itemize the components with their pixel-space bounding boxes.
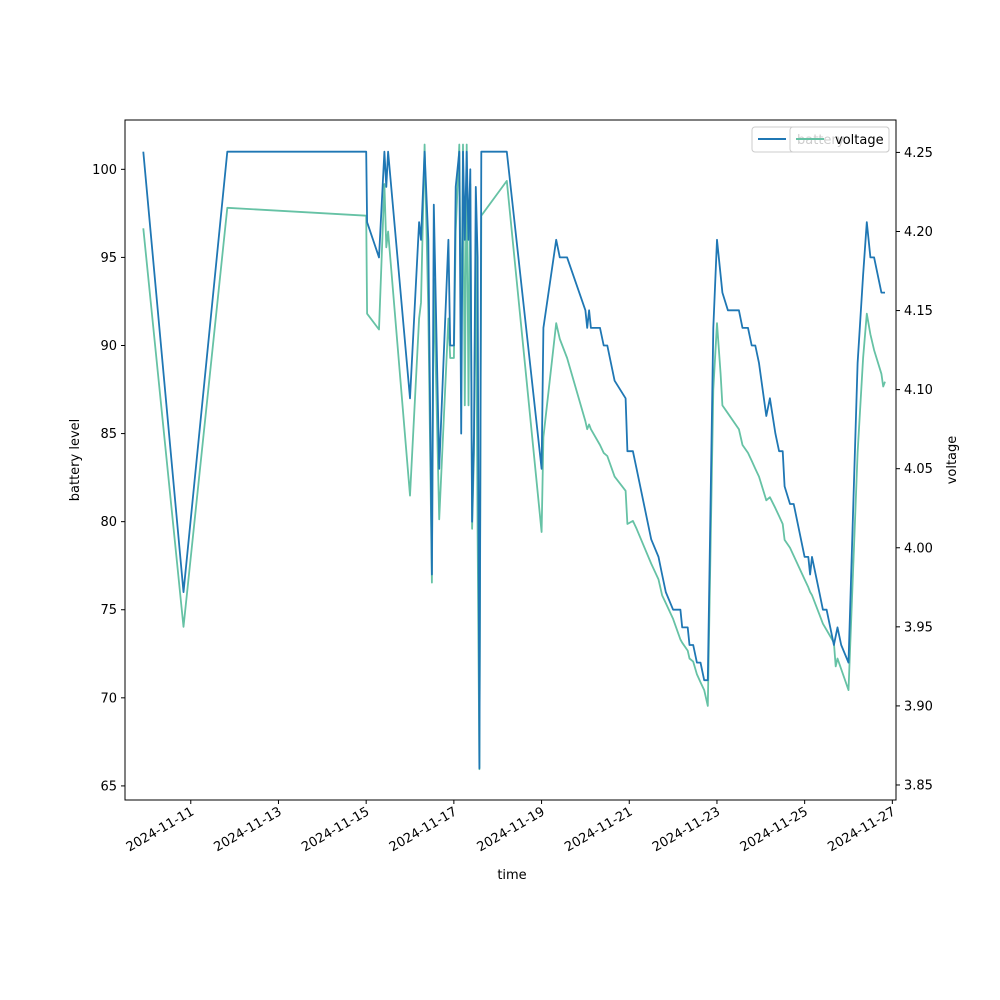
right-y-tick-label: 4.20: [904, 225, 933, 240]
plot-frame: [124, 119, 897, 801]
x-axis-label: time: [497, 868, 526, 883]
right-y-tick-label: 4.15: [904, 304, 933, 319]
left-y-tick-label: 95: [100, 251, 117, 266]
right-y-tick-label: 4.05: [904, 462, 933, 477]
left-y-tick-label: 80: [100, 515, 117, 530]
legend-voltage-label: voltage: [835, 133, 884, 148]
right-y-tick-label: 4.10: [904, 383, 933, 398]
right-y-tick-label: 3.85: [904, 778, 933, 793]
right-y-axis-label: voltage: [945, 436, 960, 485]
left-y-tick-label: 65: [100, 779, 117, 794]
left-y-axis: 65 70 75 80 85 90 95 100: [92, 163, 125, 794]
legend-right-box: [789, 126, 890, 153]
right-y-tick-label: 4.25: [904, 146, 933, 161]
left-y-tick-label: 70: [100, 691, 117, 706]
right-y-tick-label: 3.95: [904, 620, 933, 635]
left-y-tick-label: 100: [92, 163, 117, 178]
left-y-tick-label: 75: [100, 603, 117, 618]
right-y-tick-label: 3.90: [904, 699, 933, 714]
legend-right: voltage: [789, 126, 890, 153]
right-y-axis: 3.85 3.90 3.95 4.00 4.05 4.10 4.15 4.20 4.25: [896, 146, 933, 793]
left-y-tick-label: 90: [100, 339, 117, 354]
left-y-tick-label: 85: [100, 427, 117, 442]
series-voltage-line: [142, 143, 886, 771]
series-battery-line: [142, 150, 885, 770]
right-y-tick-label: 4.00: [904, 541, 933, 556]
series-layer: [142, 143, 886, 771]
left-y-axis-label: battery level: [68, 419, 83, 502]
